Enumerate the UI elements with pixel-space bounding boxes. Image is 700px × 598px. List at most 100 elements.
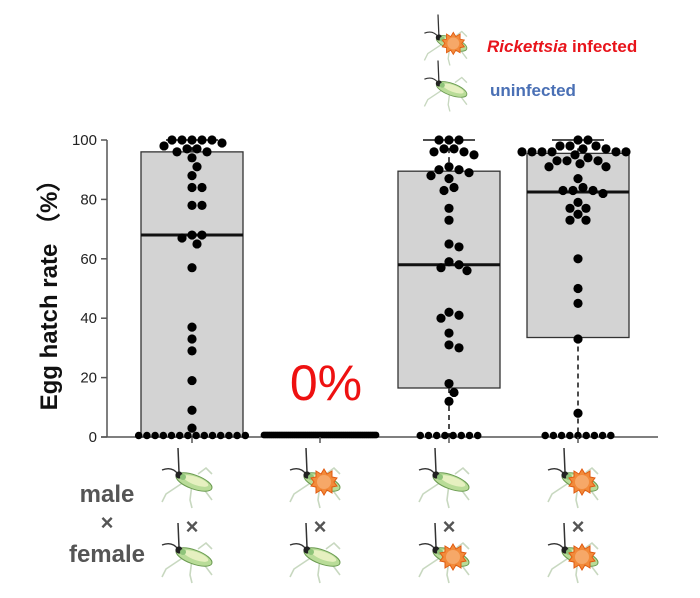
data-point bbox=[575, 159, 585, 169]
data-point bbox=[573, 197, 583, 207]
data-point bbox=[159, 141, 169, 151]
plot-area bbox=[134, 135, 631, 440]
data-point bbox=[444, 215, 454, 225]
data-point bbox=[202, 147, 212, 157]
data-point bbox=[208, 431, 217, 440]
data-point bbox=[552, 156, 562, 166]
data-point bbox=[192, 239, 202, 249]
data-point bbox=[601, 144, 611, 154]
data-point bbox=[187, 135, 197, 145]
data-point bbox=[426, 171, 436, 181]
data-point bbox=[444, 307, 454, 317]
data-point bbox=[432, 431, 441, 440]
data-point bbox=[454, 343, 464, 353]
data-point bbox=[464, 168, 474, 178]
data-point bbox=[372, 431, 380, 439]
data-point bbox=[434, 165, 444, 175]
y-tick-label: 40 bbox=[80, 310, 97, 327]
data-point bbox=[565, 141, 575, 151]
data-point bbox=[143, 431, 151, 440]
data-point bbox=[547, 147, 557, 157]
data-point bbox=[187, 182, 197, 193]
data-point bbox=[444, 396, 454, 406]
data-point bbox=[582, 431, 590, 440]
data-point bbox=[197, 200, 207, 210]
legend-item-infected: Rickettsia infected bbox=[423, 13, 637, 67]
infected-male-bug-icon bbox=[547, 447, 602, 509]
data-point bbox=[462, 266, 472, 276]
legend-item-uninfected: uninfected bbox=[423, 59, 576, 113]
data-point bbox=[187, 423, 197, 433]
data-point bbox=[593, 156, 603, 166]
data-point bbox=[187, 153, 197, 163]
cross-symbol: × bbox=[443, 514, 456, 539]
cross-symbol: × bbox=[572, 514, 585, 539]
data-point bbox=[459, 147, 469, 157]
data-point bbox=[187, 171, 197, 181]
infected-male-bug-icon bbox=[289, 447, 344, 509]
row-label-male: male bbox=[80, 481, 135, 508]
data-point bbox=[469, 150, 479, 160]
box-group-4 bbox=[517, 135, 631, 440]
data-point bbox=[527, 147, 537, 157]
y-tick-label: 20 bbox=[80, 370, 97, 387]
data-point bbox=[159, 431, 168, 440]
data-point bbox=[134, 431, 143, 440]
data-point bbox=[444, 378, 454, 389]
data-point bbox=[167, 431, 176, 440]
data-point bbox=[583, 135, 593, 145]
box-group-2 bbox=[260, 431, 380, 439]
data-point bbox=[444, 174, 454, 184]
data-point bbox=[562, 156, 572, 166]
data-point bbox=[558, 185, 568, 196]
svg-text:Rickettsia infected: Rickettsia infected bbox=[487, 37, 637, 56]
data-point bbox=[578, 182, 588, 193]
legend-label-uninfected: uninfected bbox=[490, 81, 576, 100]
legend-label-rickettsia: Rickettsia bbox=[487, 37, 567, 56]
data-point bbox=[611, 147, 621, 157]
data-point bbox=[207, 135, 217, 145]
data-point bbox=[573, 298, 583, 308]
data-point bbox=[541, 431, 549, 440]
data-point bbox=[549, 431, 558, 440]
data-point bbox=[573, 135, 583, 145]
data-point bbox=[573, 334, 583, 344]
legend-label-infected-suffix: infected bbox=[567, 37, 637, 56]
row-label-female: female bbox=[69, 541, 145, 568]
data-point bbox=[555, 141, 565, 151]
data-point bbox=[241, 431, 250, 440]
data-point bbox=[573, 283, 583, 294]
data-point bbox=[454, 242, 464, 252]
data-point bbox=[187, 334, 197, 344]
box-group-3 bbox=[397, 135, 501, 440]
data-point bbox=[565, 203, 575, 213]
data-point bbox=[167, 135, 177, 145]
data-point bbox=[187, 322, 197, 332]
data-point bbox=[449, 431, 457, 440]
data-point bbox=[591, 141, 601, 151]
uninfected-male-bug-icon bbox=[161, 447, 216, 509]
data-point bbox=[598, 431, 607, 440]
data-point bbox=[454, 165, 464, 175]
data-point bbox=[444, 257, 454, 267]
data-point bbox=[537, 147, 547, 157]
data-point bbox=[573, 408, 583, 418]
data-point bbox=[573, 174, 583, 184]
data-point bbox=[568, 185, 578, 196]
data-point bbox=[449, 144, 459, 154]
y-tick-label: 0 bbox=[89, 429, 97, 446]
data-point bbox=[216, 431, 225, 440]
y-tick-label: 60 bbox=[80, 251, 97, 268]
data-point bbox=[570, 150, 580, 160]
legend: Rickettsia infected uninfected bbox=[423, 13, 637, 113]
data-point bbox=[175, 431, 184, 440]
data-point bbox=[473, 431, 482, 440]
data-point bbox=[192, 162, 202, 172]
data-point bbox=[187, 405, 197, 415]
data-point bbox=[590, 431, 599, 440]
y-ticks: 0 20 40 60 80 100 bbox=[72, 132, 107, 446]
uninfected-bug-icon bbox=[423, 59, 470, 113]
uninfected-male-bug-icon bbox=[418, 447, 473, 509]
data-point bbox=[187, 263, 197, 273]
